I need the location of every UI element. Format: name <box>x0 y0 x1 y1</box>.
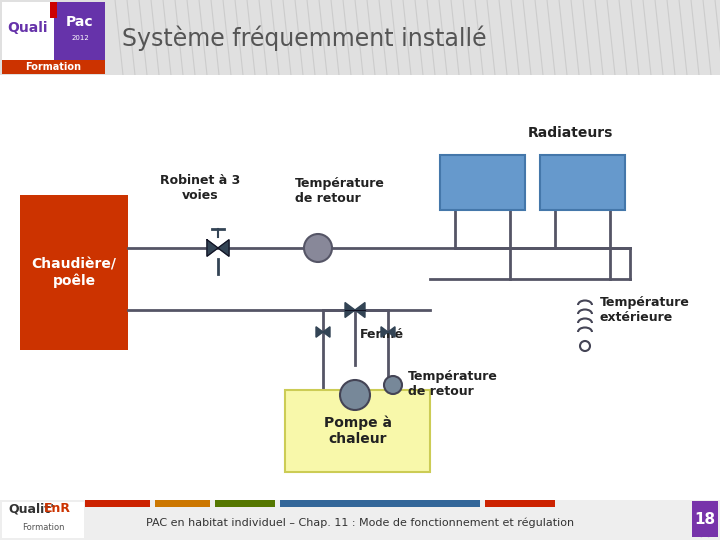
Circle shape <box>580 341 590 351</box>
Bar <box>540 155 625 210</box>
Bar <box>280 500 480 507</box>
Polygon shape <box>345 302 355 318</box>
Bar <box>2 502 84 538</box>
Text: EnR: EnR <box>44 502 71 515</box>
Text: Fermé: Fermé <box>360 328 404 341</box>
Text: Formation: Formation <box>25 62 81 72</box>
Text: Qualit': Qualit' <box>8 502 54 515</box>
Text: Pompe à
chaleur: Pompe à chaleur <box>323 416 392 447</box>
Text: 2012: 2012 <box>71 35 89 41</box>
Circle shape <box>340 380 370 410</box>
Bar <box>285 390 430 472</box>
Bar <box>0 500 720 540</box>
Bar <box>692 501 718 537</box>
Bar <box>0 0 720 75</box>
Text: Formation: Formation <box>22 523 64 532</box>
Text: Pac: Pac <box>66 15 94 29</box>
Text: Température
extérieure: Température extérieure <box>600 296 690 324</box>
Bar <box>20 195 128 350</box>
Bar <box>440 155 525 210</box>
Polygon shape <box>207 240 229 256</box>
Circle shape <box>384 376 402 394</box>
Polygon shape <box>355 302 365 318</box>
Polygon shape <box>316 327 330 338</box>
Bar <box>485 500 555 507</box>
Text: Quali: Quali <box>8 21 48 35</box>
Bar <box>55 38 105 60</box>
Text: Chaudière/
poêle: Chaudière/ poêle <box>32 257 117 288</box>
Bar <box>2 60 105 74</box>
Text: Robinet à 3
voies: Robinet à 3 voies <box>160 174 240 202</box>
Text: 18: 18 <box>694 511 716 526</box>
Bar <box>0 75 720 500</box>
Bar <box>50 2 57 18</box>
Text: Température
de retour: Température de retour <box>295 177 385 205</box>
Bar <box>85 500 150 507</box>
Text: Radiateurs: Radiateurs <box>527 126 613 140</box>
Circle shape <box>304 234 332 262</box>
Bar <box>215 500 275 507</box>
Text: PAC en habitat individuel – Chap. 11 : Mode de fonctionnement et régulation: PAC en habitat individuel – Chap. 11 : M… <box>146 518 574 528</box>
Bar <box>155 500 210 507</box>
Bar <box>2 2 54 60</box>
Polygon shape <box>381 327 395 338</box>
Text: Température
de retour: Température de retour <box>408 370 498 398</box>
Bar <box>2 2 105 60</box>
Text: Système fréquemment installé: Système fréquemment installé <box>122 25 487 51</box>
